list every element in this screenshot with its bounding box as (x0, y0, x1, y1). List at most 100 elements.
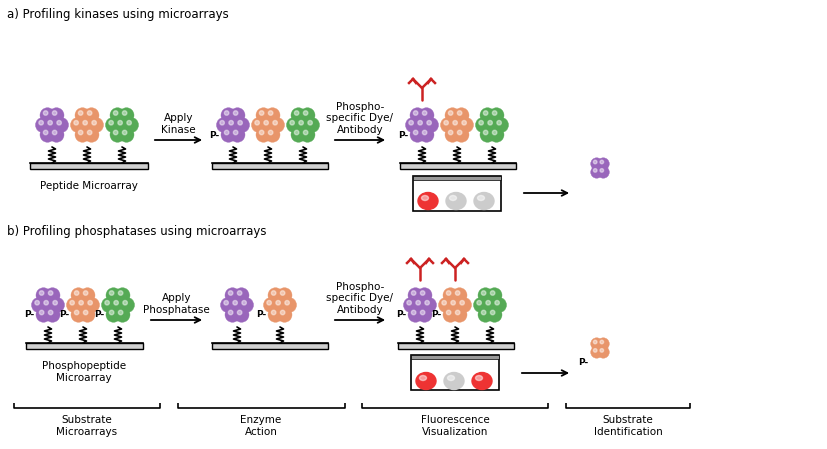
Circle shape (117, 120, 122, 125)
Circle shape (74, 291, 79, 295)
Circle shape (84, 108, 99, 123)
Circle shape (277, 288, 292, 303)
Circle shape (40, 310, 44, 315)
Circle shape (223, 300, 228, 305)
Circle shape (403, 298, 418, 313)
Ellipse shape (443, 373, 463, 389)
Circle shape (88, 300, 93, 305)
Circle shape (40, 127, 55, 142)
Text: Apply
Phosphatase: Apply Phosphatase (143, 293, 209, 315)
Circle shape (109, 310, 114, 315)
Text: P-: P- (256, 311, 265, 320)
Circle shape (265, 108, 280, 123)
Circle shape (36, 118, 50, 132)
Circle shape (480, 310, 485, 315)
Circle shape (280, 291, 284, 295)
Bar (30, 163, 148, 169)
Circle shape (418, 108, 433, 123)
Circle shape (493, 118, 508, 132)
Circle shape (75, 298, 90, 313)
Circle shape (448, 111, 452, 115)
Circle shape (220, 298, 235, 313)
Circle shape (261, 118, 275, 132)
Circle shape (122, 130, 127, 135)
Circle shape (69, 300, 74, 305)
Circle shape (237, 291, 241, 295)
Circle shape (122, 300, 127, 305)
Circle shape (593, 160, 596, 164)
Circle shape (110, 298, 126, 313)
Text: P-: P- (93, 311, 104, 320)
Circle shape (485, 300, 490, 305)
Circle shape (303, 130, 308, 135)
Circle shape (106, 288, 121, 303)
Circle shape (45, 118, 60, 132)
Circle shape (80, 288, 95, 303)
Circle shape (75, 127, 90, 142)
Circle shape (444, 127, 460, 142)
Circle shape (438, 298, 453, 313)
Circle shape (49, 127, 64, 142)
Circle shape (271, 310, 275, 315)
Circle shape (40, 108, 55, 123)
Circle shape (422, 111, 427, 115)
Circle shape (480, 127, 495, 142)
Circle shape (446, 291, 451, 295)
Circle shape (216, 118, 232, 132)
Circle shape (233, 130, 237, 135)
Circle shape (43, 130, 48, 135)
Ellipse shape (477, 195, 484, 201)
Circle shape (409, 108, 424, 123)
Circle shape (39, 120, 43, 125)
Circle shape (70, 118, 85, 132)
Circle shape (225, 307, 240, 322)
Circle shape (74, 120, 79, 125)
Circle shape (412, 298, 427, 313)
Bar (413, 176, 500, 211)
Circle shape (31, 298, 46, 313)
Circle shape (489, 127, 504, 142)
Circle shape (596, 338, 609, 350)
Circle shape (52, 111, 57, 115)
Circle shape (232, 300, 237, 305)
Circle shape (264, 120, 268, 125)
Circle shape (600, 348, 603, 352)
Circle shape (299, 108, 314, 123)
Circle shape (48, 310, 53, 315)
Circle shape (36, 307, 51, 322)
Circle shape (84, 127, 99, 142)
Circle shape (225, 118, 240, 132)
Circle shape (71, 288, 86, 303)
Circle shape (114, 300, 118, 305)
Circle shape (105, 118, 121, 132)
Circle shape (115, 307, 130, 322)
Circle shape (427, 120, 431, 125)
Circle shape (118, 310, 122, 315)
Circle shape (422, 130, 427, 135)
Circle shape (491, 298, 506, 313)
Circle shape (228, 291, 232, 295)
Circle shape (114, 118, 129, 132)
Circle shape (453, 108, 468, 123)
Circle shape (446, 310, 451, 315)
Text: Phospho-
specific Dye/
Antibody: Phospho- specific Dye/ Antibody (326, 102, 393, 135)
Circle shape (593, 169, 596, 172)
Circle shape (482, 298, 497, 313)
Circle shape (455, 310, 459, 315)
Circle shape (600, 160, 603, 164)
Circle shape (230, 127, 245, 142)
Circle shape (476, 300, 480, 305)
Circle shape (40, 291, 44, 295)
Circle shape (487, 120, 492, 125)
Circle shape (496, 120, 501, 125)
Text: Phospho-
specific Dye/
Antibody: Phospho- specific Dye/ Antibody (326, 282, 393, 315)
Ellipse shape (475, 375, 482, 380)
Text: P-: P- (59, 311, 69, 320)
Circle shape (119, 108, 134, 123)
Circle shape (405, 118, 420, 132)
Circle shape (48, 120, 52, 125)
Circle shape (444, 108, 460, 123)
Circle shape (241, 300, 246, 305)
Circle shape (268, 111, 273, 115)
Text: Substrate
Identification: Substrate Identification (593, 415, 662, 436)
